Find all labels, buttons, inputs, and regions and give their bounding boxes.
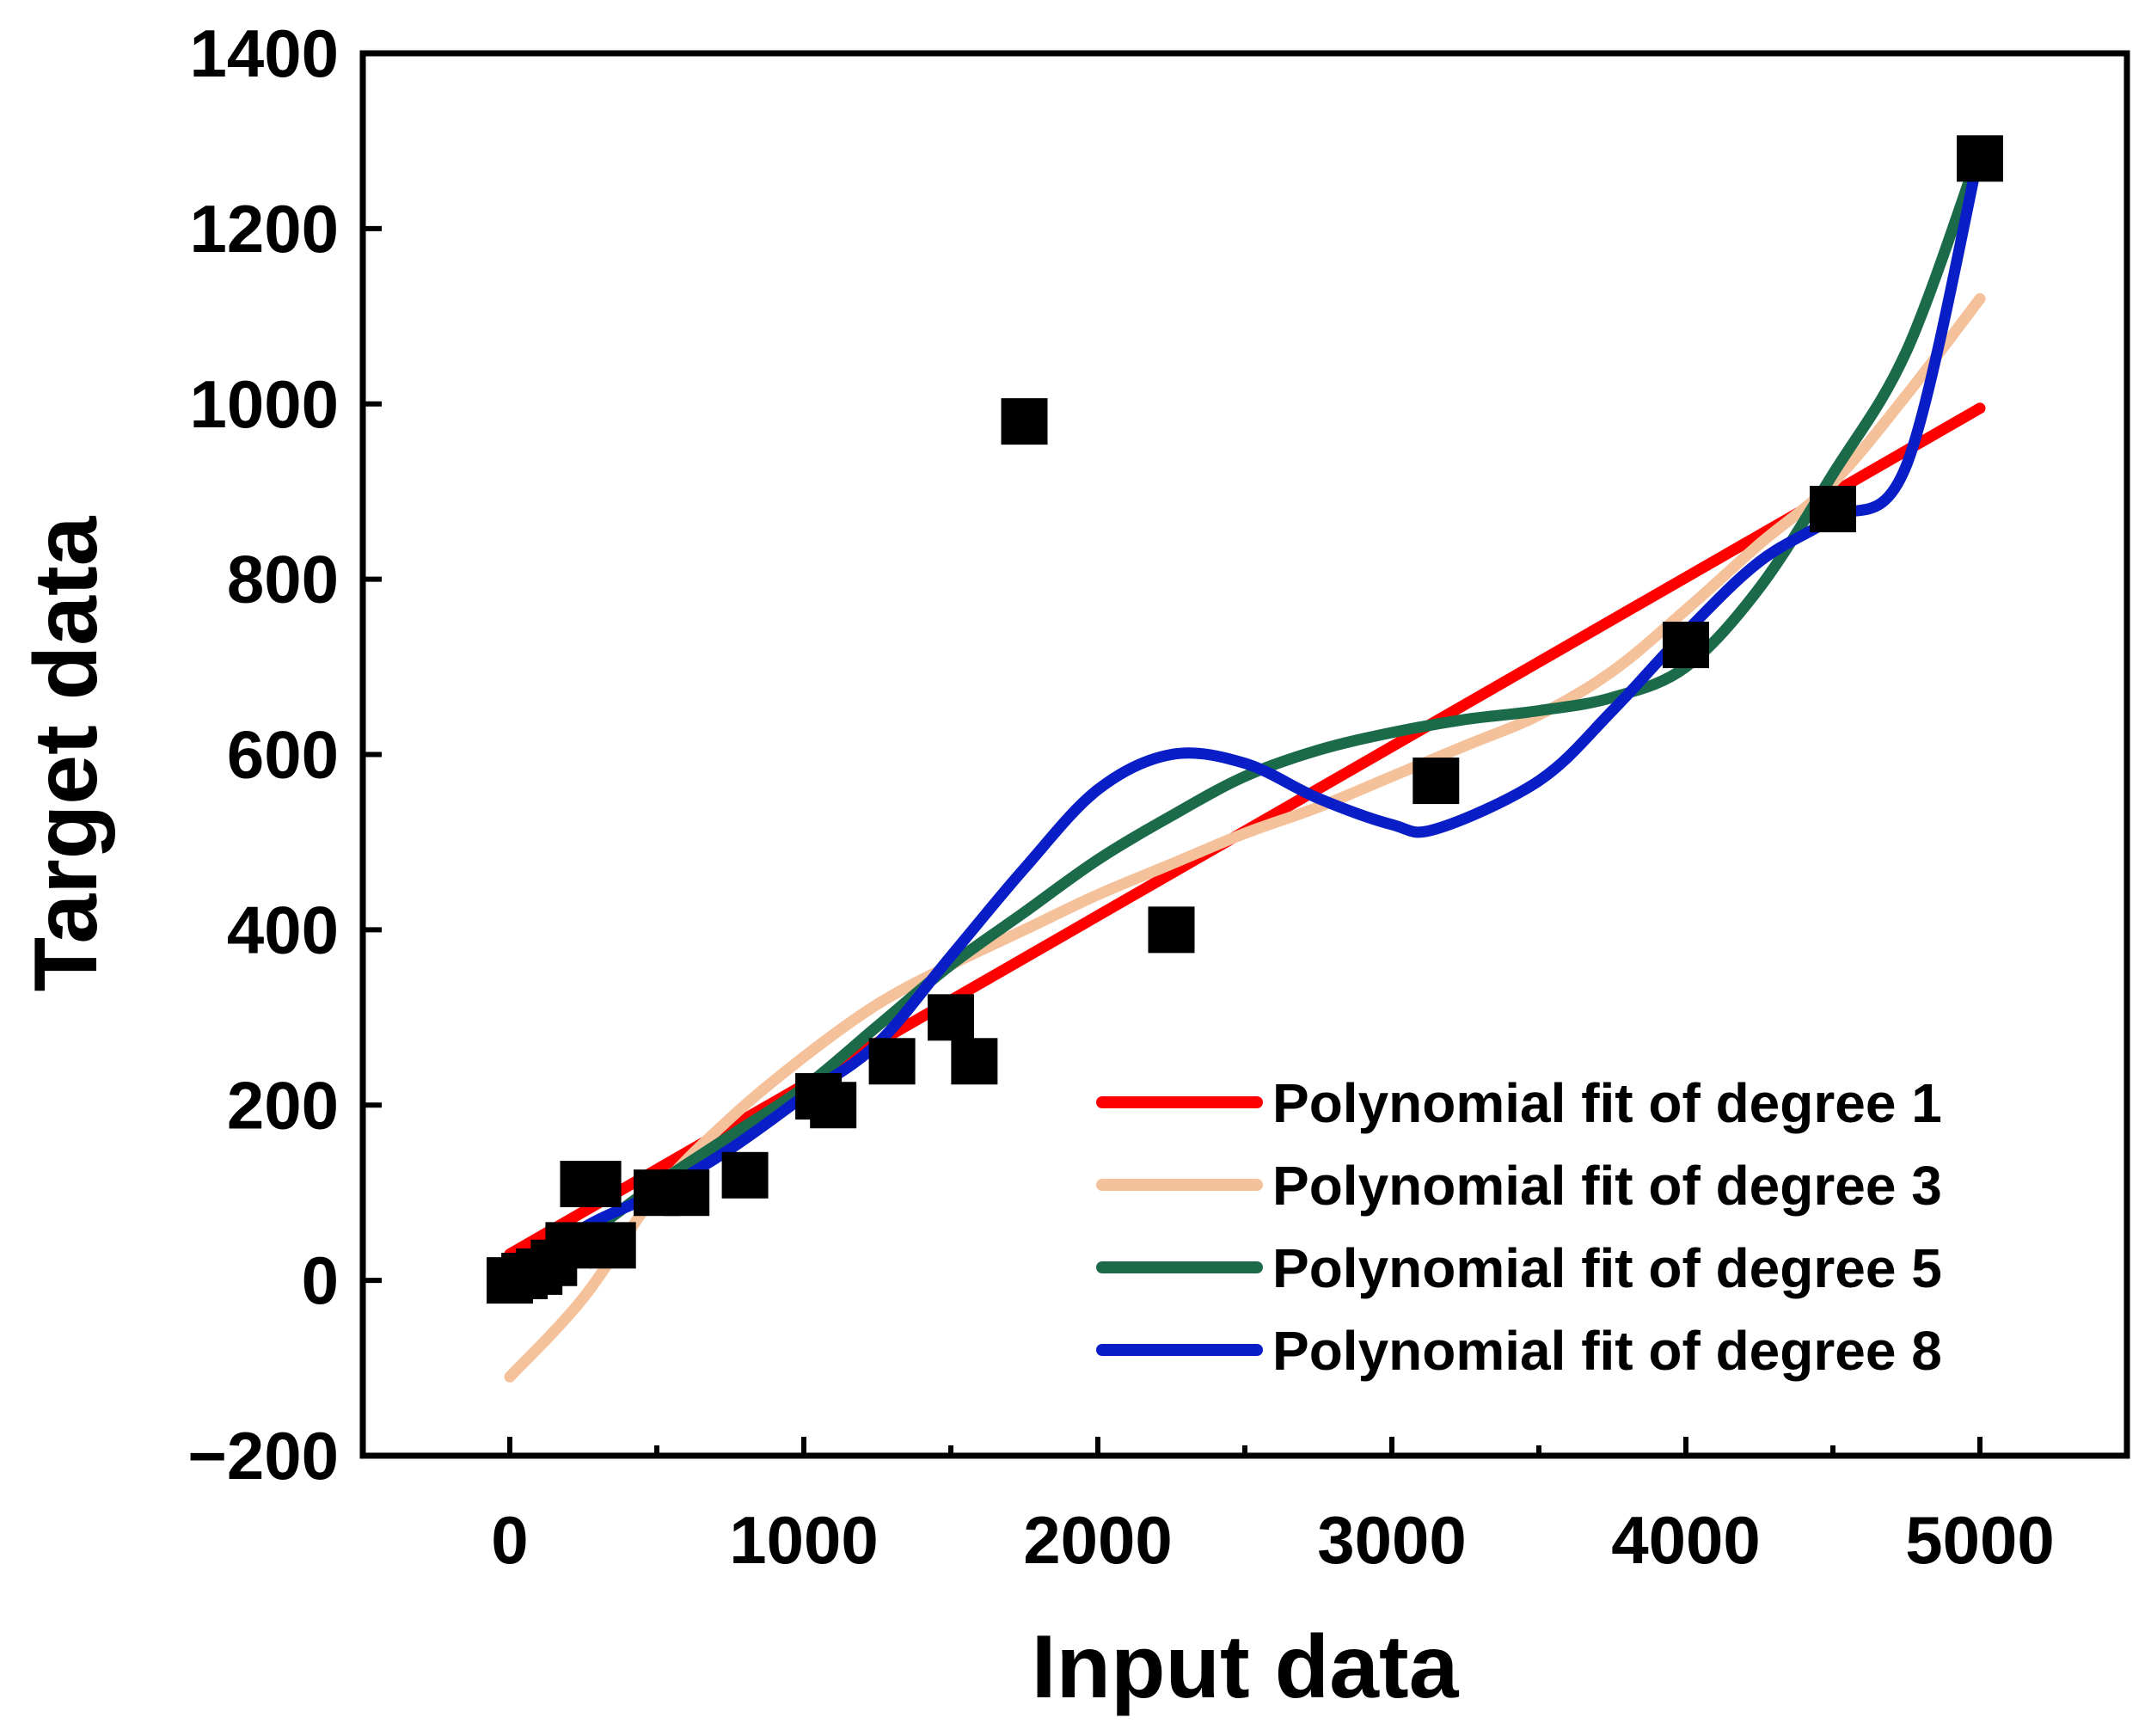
legend-item-degree-1: Polynomial fit of degree 1 [1096, 1072, 1942, 1134]
y-tick-label: 200 [227, 1067, 339, 1143]
x-axis: 0 1000 2000 3000 4000 5000 [491, 1437, 2055, 1578]
data-point [1663, 622, 1709, 669]
y-tick-label: 600 [227, 717, 339, 793]
x-tick-label: 1000 [729, 1502, 879, 1578]
legend: Polynomial fit of degree 1 Polynomial fi… [1096, 1072, 1942, 1382]
y-tick-label: 800 [227, 542, 339, 617]
data-point [589, 1222, 636, 1269]
y-tick-label: 1200 [189, 191, 339, 267]
data-point [951, 1038, 998, 1085]
x-tick-label: 0 [491, 1502, 528, 1578]
data-points [487, 135, 2003, 1304]
x-tick-label: 4000 [1611, 1502, 1761, 1578]
data-point [1413, 758, 1460, 805]
y-tick-label: 400 [227, 892, 339, 967]
data-point [663, 1169, 710, 1217]
legend-label-degree-5: Polynomial fit of degree 5 [1272, 1237, 1942, 1299]
y-tick-label: 1000 [189, 366, 339, 442]
data-point [545, 1222, 592, 1269]
fit-line-degree-8 [504, 144, 1986, 1286]
y-axis-title: Target data [16, 515, 116, 991]
data-point [574, 1160, 622, 1207]
legend-label-degree-1: Polynomial fit of degree 1 [1272, 1072, 1942, 1134]
legend-label-degree-3: Polynomial fit of degree 3 [1272, 1155, 1942, 1217]
data-point [928, 994, 974, 1041]
y-tick-label: 0 [302, 1242, 339, 1318]
fit-lines [504, 144, 1986, 1383]
data-point [721, 1151, 769, 1199]
legend-item-degree-3: Polynomial fit of degree 3 [1096, 1155, 1942, 1217]
fit-line-degree-3 [504, 292, 1986, 1383]
data-point [868, 1038, 916, 1085]
data-point [1001, 398, 1048, 445]
x-tick-label: 2000 [1023, 1502, 1173, 1578]
data-point [1957, 135, 2003, 182]
data-point [810, 1082, 857, 1129]
y-tick-label: −200 [187, 1418, 339, 1494]
legend-label-degree-8: Polynomial fit of degree 8 [1272, 1320, 1942, 1382]
y-tick-label: 1400 [189, 15, 339, 91]
y-axis: −200 0 200 400 600 800 1000 1200 1400 [187, 15, 382, 1494]
data-point [1810, 486, 1856, 533]
data-point [1148, 906, 1195, 954]
x-tick-label: 3000 [1317, 1502, 1467, 1578]
x-axis-title: Input data [1032, 1617, 1460, 1717]
x-tick-label: 5000 [1905, 1502, 2055, 1578]
legend-item-degree-8: Polynomial fit of degree 8 [1096, 1320, 1942, 1382]
legend-item-degree-5: Polynomial fit of degree 5 [1096, 1237, 1942, 1299]
